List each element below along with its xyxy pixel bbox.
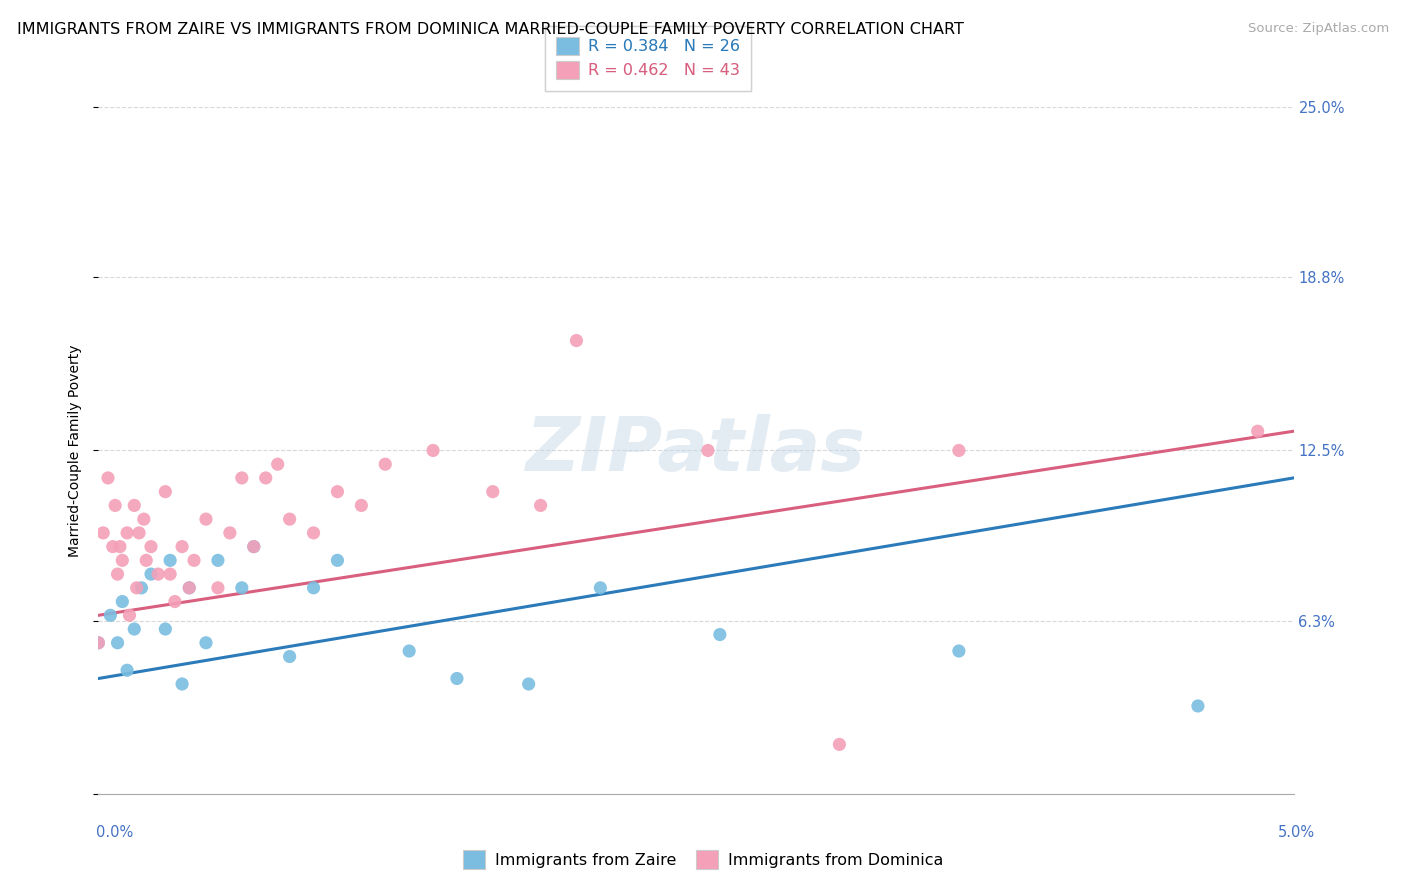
Point — [422, 443, 444, 458]
Point — [148, 567, 170, 582]
Point — [243, 540, 266, 554]
Point — [172, 677, 194, 691]
Point — [87, 636, 110, 650]
Legend: Immigrants from Zaire, Immigrants from Dominica: Immigrants from Zaire, Immigrants from D… — [457, 844, 949, 875]
Point — [132, 512, 155, 526]
Point — [139, 540, 162, 554]
Text: Source: ZipAtlas.com: Source: ZipAtlas.com — [1249, 22, 1389, 36]
Point — [1187, 698, 1209, 713]
Point — [195, 636, 218, 650]
Point — [278, 649, 301, 664]
Point — [517, 677, 540, 691]
Text: 0.0%: 0.0% — [96, 825, 132, 840]
Point — [326, 553, 349, 567]
Point — [107, 636, 129, 650]
Point — [91, 525, 114, 540]
Point — [326, 484, 349, 499]
Point — [530, 499, 553, 513]
Point — [159, 553, 181, 567]
Point — [948, 443, 970, 458]
Point — [481, 484, 505, 499]
Point — [350, 499, 373, 513]
Point — [179, 581, 201, 595]
Point — [98, 608, 122, 623]
Point — [195, 512, 218, 526]
Point — [207, 581, 229, 595]
Point — [139, 567, 162, 582]
Point — [446, 672, 468, 686]
Text: IMMIGRANTS FROM ZAIRE VS IMMIGRANTS FROM DOMINICA MARRIED-COUPLE FAMILY POVERTY : IMMIGRANTS FROM ZAIRE VS IMMIGRANTS FROM… — [17, 22, 963, 37]
Point — [101, 540, 124, 554]
Point — [278, 512, 301, 526]
Point — [231, 471, 253, 485]
Point — [131, 581, 153, 595]
Point — [111, 553, 134, 567]
Point — [828, 738, 851, 752]
Legend: R = 0.384   N = 26, R = 0.462   N = 43: R = 0.384 N = 26, R = 0.462 N = 43 — [546, 26, 751, 91]
Point — [219, 525, 242, 540]
Point — [159, 567, 181, 582]
Point — [111, 594, 134, 608]
Point — [87, 636, 110, 650]
Text: ZIPatlas: ZIPatlas — [526, 414, 866, 487]
Point — [709, 627, 731, 641]
Point — [179, 581, 201, 595]
Point — [108, 540, 131, 554]
Point — [589, 581, 612, 595]
Point — [302, 525, 325, 540]
Point — [948, 644, 970, 658]
Point — [254, 471, 277, 485]
Point — [104, 499, 127, 513]
Point — [231, 581, 253, 595]
Text: 5.0%: 5.0% — [1278, 825, 1315, 840]
Point — [374, 457, 396, 471]
Point — [697, 443, 720, 458]
Point — [155, 484, 177, 499]
Point — [155, 622, 177, 636]
Point — [115, 525, 138, 540]
Point — [207, 553, 229, 567]
Point — [124, 622, 146, 636]
Point — [172, 540, 194, 554]
Point — [97, 471, 120, 485]
Point — [243, 540, 266, 554]
Point — [115, 663, 138, 677]
Point — [163, 594, 186, 608]
Point — [183, 553, 205, 567]
Point — [125, 581, 148, 595]
Point — [302, 581, 325, 595]
Y-axis label: Married-Couple Family Poverty: Married-Couple Family Poverty — [69, 344, 83, 557]
Point — [124, 499, 146, 513]
Point — [107, 567, 129, 582]
Point — [118, 608, 141, 623]
Point — [267, 457, 290, 471]
Point — [398, 644, 420, 658]
Point — [565, 334, 588, 348]
Point — [1247, 424, 1270, 438]
Point — [128, 525, 150, 540]
Point — [135, 553, 157, 567]
